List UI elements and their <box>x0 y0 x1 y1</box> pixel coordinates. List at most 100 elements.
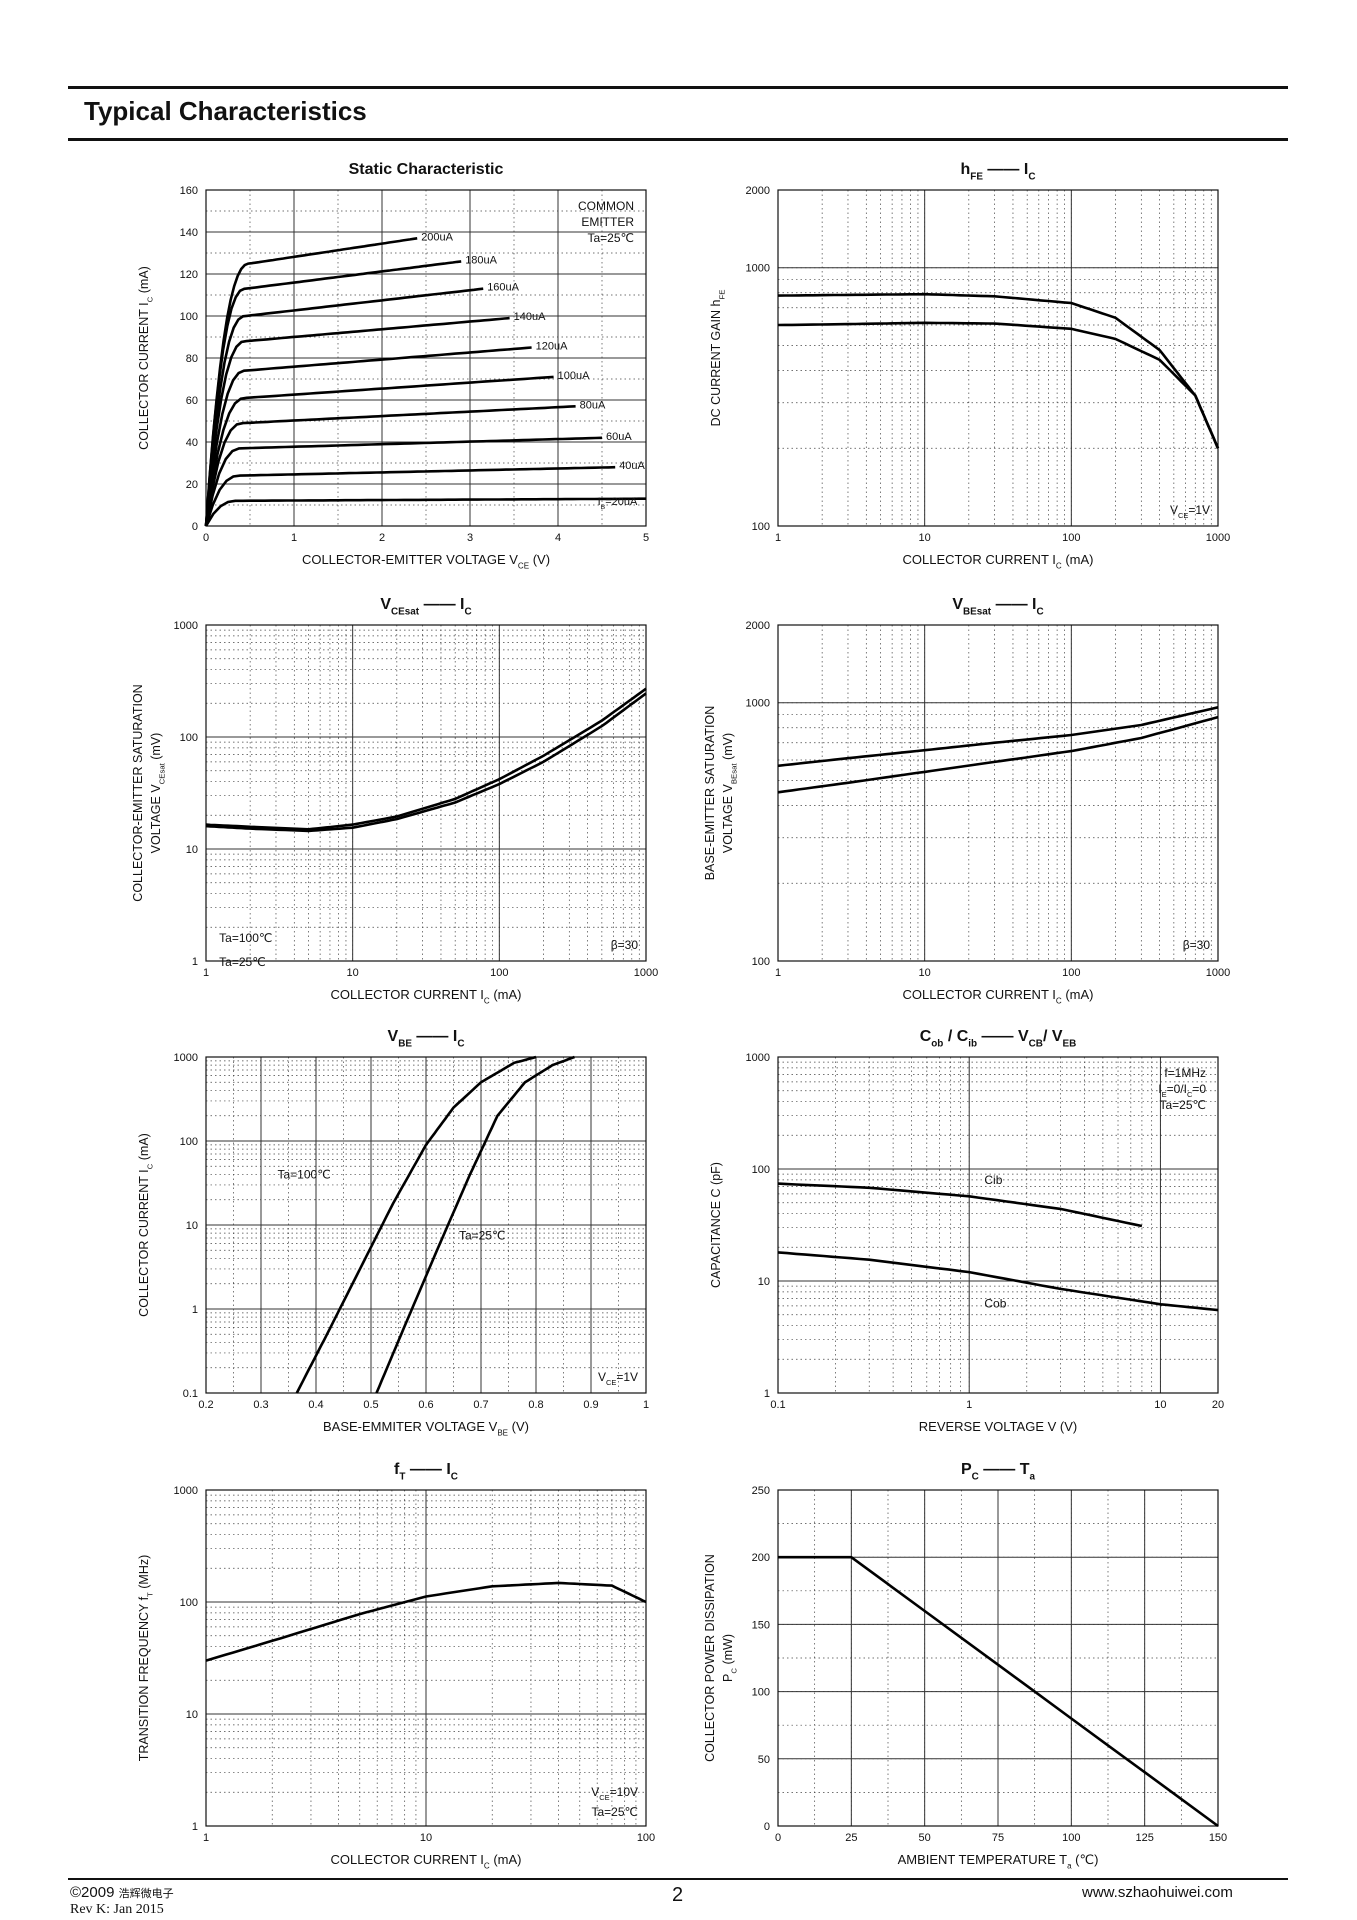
condition-note: VCE=10V <box>591 1785 638 1802</box>
x-axis-label: COLLECTOR CURRENT IC (mA) <box>903 987 1094 1006</box>
series-line <box>204 260 462 527</box>
plot-frame <box>205 624 647 962</box>
plot-frame <box>777 189 1219 527</box>
series-label: 180uA <box>465 254 497 266</box>
condition-note: β=30 <box>611 938 639 952</box>
y-axis-label: COLLECTOR-EMITTER SATURATION <box>131 684 145 901</box>
x-tick-label: 0.3 <box>253 1399 268 1411</box>
series-line <box>777 706 1219 768</box>
y-axis-label: TRANSITION FREQUENCY fT (MHz) <box>137 1555 154 1762</box>
chart-pc-vs-ta: 0 25 50 75 100 125 150 0 50 100 150 200 250 PC —— Ta A… <box>690 1450 1250 1880</box>
y-tick-label: 10 <box>186 1220 198 1232</box>
y-tick-label: 150 <box>752 1619 770 1631</box>
series-line <box>204 405 576 527</box>
y-axis-label: BASE-EMITTER SATURATION <box>703 706 717 881</box>
x-axis-label: COLLECTOR CURRENT IC (mA) <box>331 987 522 1006</box>
x-axis-label: REVERSE VOLTAGE V (V) <box>919 1419 1077 1434</box>
y-tick-label: 10 <box>758 1276 770 1288</box>
condition-note: VCE=1V <box>598 1370 638 1387</box>
condition-note: VCE=1V <box>1170 503 1210 520</box>
y-tick-label: 1 <box>764 1388 770 1400</box>
y-tick-label: 120 <box>180 269 198 281</box>
y-axis-label-line2: VOLTAGE VBEsat (mV) <box>721 733 738 853</box>
plot-frame <box>777 1056 1219 1394</box>
chart-hfe-vs-ic: 1 10 100 1000 100 1000 2000 hFE —— IC COLLECTOR … <box>690 150 1250 580</box>
x-tick-label: 50 <box>919 1832 931 1844</box>
curve-annotation: Ta=25℃ <box>219 955 266 969</box>
x-tick-label: 100 <box>637 1832 655 1844</box>
note-line: f=1MHz <box>1164 1066 1206 1080</box>
chart-title: Static Characteristic <box>349 161 504 178</box>
series-line <box>777 1182 1143 1228</box>
x-tick-label: 1000 <box>634 967 658 979</box>
chart-title: VBEsat —— IC <box>952 596 1043 618</box>
series-line <box>205 687 647 831</box>
series-label: 120uA <box>536 341 568 353</box>
series-line <box>777 292 1220 449</box>
x-tick-label: 0 <box>203 532 209 544</box>
company-name: 浩辉微电子 <box>118 1888 174 1900</box>
chart-svg: 1 10 100 1000 1 10 100 1000 VCEsat —— IC COLLECTO… <box>131 596 658 1006</box>
series-line <box>777 1251 1219 1312</box>
y-tick-label: 1000 <box>746 698 770 710</box>
note-line: COMMON <box>578 199 634 213</box>
x-axis-label: COLLECTOR CURRENT IC (mA) <box>903 552 1094 571</box>
x-tick-label: 0 <box>775 1832 781 1844</box>
footer-copyright: ©2009 浩辉微电子 <box>70 1884 174 1901</box>
footer-revision: Rev K: Jan 2015 <box>70 1902 164 1917</box>
x-tick-label: 0.4 <box>308 1399 323 1411</box>
page-number: 2 <box>672 1884 684 1906</box>
y-tick-label: 2000 <box>746 185 770 197</box>
y-tick-label: 1000 <box>174 1052 198 1064</box>
condition-note: β=30 <box>1183 938 1211 952</box>
series-line <box>204 436 603 527</box>
condition-note-2: Ta=25℃ <box>591 1805 638 1819</box>
y-axis-label: COLLECTOR CURRENT IC (mA) <box>137 266 154 450</box>
note-line: IE=0/IC=0 <box>1158 1082 1206 1099</box>
series-label: 60uA <box>606 431 632 443</box>
x-axis-label: AMBIENT TEMPERATURE Ta (℃) <box>898 1852 1099 1871</box>
y-tick-label: 100 <box>180 1597 198 1609</box>
x-tick-label: 100 <box>1062 532 1080 544</box>
x-tick-label: 20 <box>1212 1399 1224 1411</box>
chart-title: PC —— Ta <box>961 1461 1036 1483</box>
series-line <box>204 346 532 527</box>
note-line: EMITTER <box>581 215 634 229</box>
curve-annotation: Ta=100℃ <box>219 931 272 945</box>
series-line <box>204 316 510 527</box>
y-tick-label: 100 <box>752 1687 770 1699</box>
chart-title: VBE —— IC <box>388 1028 465 1050</box>
series-line <box>375 1055 575 1394</box>
x-axis-label: BASE-EMMITER VOLTAGE VBE (V) <box>323 1419 529 1438</box>
series-label: 80uA <box>580 399 606 411</box>
series-line <box>205 692 647 833</box>
y-tick-label: 20 <box>186 479 198 491</box>
plot-frame <box>205 1489 647 1827</box>
x-tick-label: 100 <box>1062 1832 1080 1844</box>
chart-static-characteristic: 0 1 2 3 4 5 0 20 40 60 80 100 120 140 160 Static Charac… <box>118 150 678 580</box>
chart-vbesat-vs-ic: 1 10 100 1000 100 1000 2000 VBEsat —— IC COLLECT… <box>690 585 1250 1015</box>
x-tick-label: 125 <box>1135 1832 1153 1844</box>
x-tick-label: 10 <box>347 967 359 979</box>
chart-ft-vs-ic: 1 10 100 1 10 100 1000 fT —— IC COLLECTOR CURREN… <box>118 1450 678 1880</box>
x-tick-label: 0.6 <box>418 1399 433 1411</box>
y-tick-label: 10 <box>186 1709 198 1721</box>
x-tick-label: 100 <box>490 967 508 979</box>
x-tick-label: 0.9 <box>583 1399 598 1411</box>
series-label: IB=20uA <box>598 496 638 511</box>
curve-annotation: Cib <box>984 1173 1002 1187</box>
y-tick-label: 1 <box>192 1821 198 1833</box>
chart-svg: 1 10 100 1000 100 1000 2000 VBEsat —— IC COLLECT… <box>703 596 1230 1006</box>
y-tick-label: 100 <box>752 956 770 968</box>
x-tick-label: 1 <box>291 532 297 544</box>
chart-vcesat-vs-ic: 1 10 100 1000 1 10 100 1000 VCEsat —— IC COLLECTO… <box>118 585 678 1015</box>
y-axis-label-line2: VOLTAGE VCEsat (mV) <box>149 733 166 854</box>
y-tick-label: 100 <box>752 1164 770 1176</box>
x-tick-label: 3 <box>467 532 473 544</box>
section-title: Typical Characteristics <box>84 96 367 126</box>
y-tick-label: 1 <box>192 1304 198 1316</box>
plot-frame <box>777 624 1219 962</box>
top-rule <box>68 86 1288 89</box>
chart-svg: 0 25 50 75 100 125 150 0 50 100 150 200 250 PC —— Ta A… <box>703 1461 1227 1871</box>
